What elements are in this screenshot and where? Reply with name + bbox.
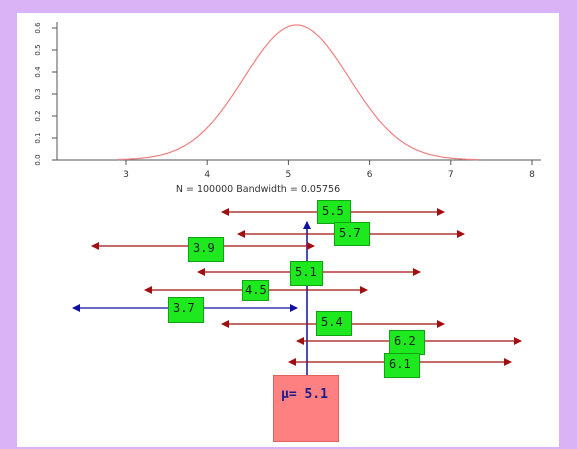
estimate-box-3-7: 3.7: [168, 297, 204, 323]
y-tick-label: 0.3: [34, 88, 42, 99]
y-tick-label: 0.0: [34, 154, 42, 165]
estimate-box-5-5: 5.5: [317, 200, 351, 224]
y-tick-label: 0.2: [34, 110, 42, 121]
estimate-box-5-1: 5.1: [290, 261, 323, 286]
x-tick-label: 6: [367, 170, 373, 180]
density-curve: [117, 24, 479, 161]
mu-value: = 5.1: [288, 387, 328, 402]
estimate-box-4-5: 4.5: [242, 280, 269, 301]
estimate-box-6-1: 6.1: [384, 353, 420, 378]
estimate-box-3-9: 3.9: [188, 237, 224, 262]
x-tick-label: 4: [204, 170, 210, 180]
y-tick-label: 0.5: [34, 44, 42, 55]
y-tick-label: 0.6: [34, 22, 42, 34]
x-tick-label: 8: [529, 170, 535, 180]
x-tick-group: 3 4 5 6 7 8: [123, 160, 535, 180]
density-plot: 0.0 0.1 0.2 0.3 0.4 0.5 0.6 3 4 5 6 7 8 N = 100000 …: [34, 22, 541, 195]
mu-box: μ= 5.1: [273, 375, 339, 442]
x-tick-label: 3: [123, 170, 129, 180]
mu-symbol: μ: [281, 387, 289, 402]
y-tick-label: 0.4: [34, 66, 42, 78]
estimate-box-5-4: 5.4: [316, 311, 352, 336]
y-tick-group: 0.0 0.1 0.2 0.3 0.4 0.5 0.6: [34, 22, 57, 166]
x-tick-label: 7: [448, 170, 454, 180]
x-tick-label: 5: [286, 170, 292, 180]
estimate-box-6-2: 6.2: [389, 330, 425, 355]
x-axis-label: N = 100000 Bandwidth = 0.05756: [176, 184, 340, 195]
estimate-box-5-7: 5.7: [334, 222, 370, 246]
y-tick-label: 0.1: [34, 132, 42, 143]
